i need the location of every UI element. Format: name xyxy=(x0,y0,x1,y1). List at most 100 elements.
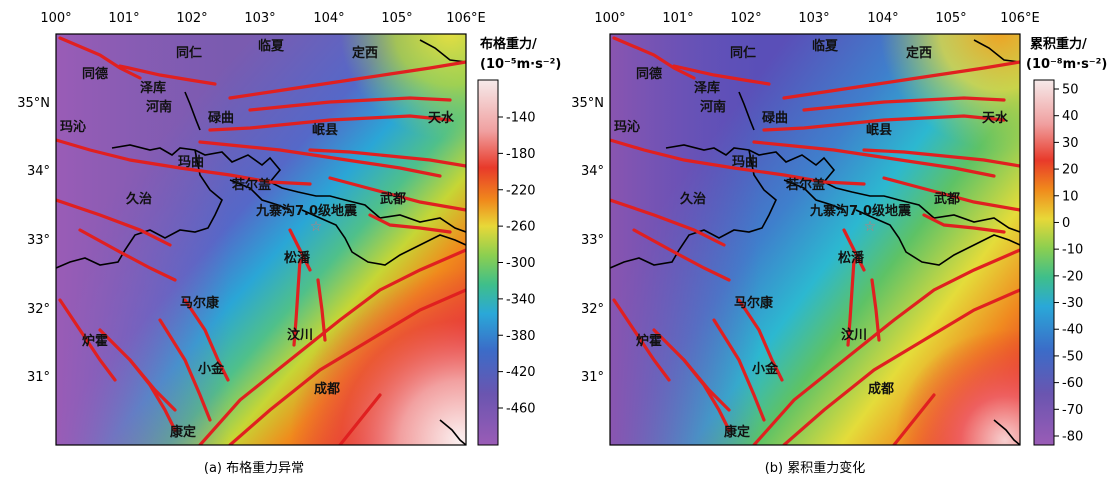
colorbar-b-unit: (10⁻⁸m·s⁻²) xyxy=(1026,57,1107,72)
provincial-borders-b xyxy=(610,39,1020,445)
place-label: 岷县 xyxy=(312,123,338,138)
colorbar-tick-label: -260 xyxy=(506,220,536,235)
faults-b xyxy=(610,36,1020,445)
lat-label: 34° xyxy=(581,164,604,179)
lon-label: 104° xyxy=(867,11,898,26)
place-label: 若尔盖 xyxy=(231,177,271,193)
place-labels-a: 同仁 临夏 定西 同德 泽库 河南 碌曲 岷县 天水 玛沁 玛曲 若尔盖 武都 … xyxy=(60,38,455,440)
place-labels-b: 同仁 临夏 定西 同德 泽库 河南 碌曲 岷县 天水 玛沁 玛曲 若尔盖 武都 … xyxy=(614,38,1009,440)
colorbar-tick-label: 50 xyxy=(1062,83,1079,98)
place-label: 松潘 xyxy=(838,250,865,266)
panel-a-map: ☆ xyxy=(56,34,466,445)
place-label: 同仁 xyxy=(176,45,202,61)
place-label: 岷县 xyxy=(866,123,892,138)
place-label: 九寨沟7.0级地震 xyxy=(255,203,358,219)
colorbar-a-ticks: -140 -180 -220 -260 -300 -340 -380 -420 -460 xyxy=(498,111,536,417)
panel-b-caption: (b) 累积重力变化 xyxy=(765,460,866,476)
lon-label: 100° xyxy=(594,11,625,26)
colorbar-tick-label: 0 xyxy=(1062,216,1070,231)
colorbar-tick-label: 10 xyxy=(1062,189,1079,204)
place-label: 久治 xyxy=(126,191,152,207)
place-label: 康定 xyxy=(170,424,196,440)
place-label: 同仁 xyxy=(730,45,756,61)
lat-label: 35°N xyxy=(17,96,50,111)
place-label: 天水 xyxy=(428,110,455,126)
colorbar-tick-label: 30 xyxy=(1062,136,1079,151)
place-label: 炉霍 xyxy=(82,333,108,349)
place-label: 天水 xyxy=(982,110,1009,126)
place-label: 玛曲 xyxy=(732,154,758,170)
lon-label: 102° xyxy=(176,11,207,26)
lon-label: 104° xyxy=(313,11,344,26)
place-label: 碌曲 xyxy=(762,110,788,126)
place-label: 松潘 xyxy=(284,250,311,266)
place-label: 若尔盖 xyxy=(785,177,825,193)
colorbar-a-unit: (10⁻⁵m·s⁻²) xyxy=(480,57,561,72)
lat-label: 34° xyxy=(27,164,50,179)
lon-axis-a: 100° 101° 102° 103° 104° 105° 106°E xyxy=(40,11,485,26)
place-label: 小金 xyxy=(752,361,779,377)
place-label: 成都 xyxy=(868,381,894,397)
colorbar-tick-label: -60 xyxy=(1062,376,1083,391)
place-label: 同德 xyxy=(636,66,662,82)
place-label: 成都 xyxy=(314,381,340,397)
lon-label: 102° xyxy=(730,11,761,26)
epicenter-star-b: ☆ xyxy=(864,219,877,235)
lat-axis-a: 35°N 34° 33° 32° 31° xyxy=(17,96,50,385)
lat-label: 33° xyxy=(581,233,604,248)
colorbar-tick-label: -40 xyxy=(1062,323,1083,338)
place-label: 河南 xyxy=(700,99,726,115)
faults-a xyxy=(56,36,466,445)
lon-label: 105° xyxy=(935,11,966,26)
place-label: 小金 xyxy=(198,361,225,377)
colorbar-tick-label: 20 xyxy=(1062,163,1079,178)
place-label: 武都 xyxy=(380,191,406,207)
panel-a-frame xyxy=(55,33,467,446)
place-label: 定西 xyxy=(905,45,932,61)
place-label: 玛沁 xyxy=(60,119,86,135)
place-label: 玛曲 xyxy=(178,154,204,170)
place-label: 临夏 xyxy=(258,38,285,54)
panel-a: ☆ 同仁 临夏 定西 同德 泽库 河南 碌曲 岷县 天水 玛沁 玛曲 若尔盖 武… xyxy=(17,11,561,476)
lon-axis-b: 100° 101° 102° 103° 104° 105° 106°E xyxy=(594,11,1039,26)
colorbar-b-ticks: 50 40 30 20 10 0 -10 -20 -30 -40 -50 -60 -70 -80 xyxy=(1054,83,1083,445)
colorbar-tick-label: -50 xyxy=(1062,349,1083,364)
place-label: 临夏 xyxy=(812,38,839,54)
place-label: 马尔康 xyxy=(734,295,774,311)
colorbar-tick-label: -30 xyxy=(1062,296,1083,311)
place-label: 泽库 xyxy=(140,80,166,96)
colorbar-tick-label: -10 xyxy=(1062,243,1083,258)
lon-label: 105° xyxy=(381,11,412,26)
epicenter-star-a: ☆ xyxy=(310,219,323,235)
lon-label: 101° xyxy=(108,11,139,26)
lon-label: 100° xyxy=(40,11,71,26)
place-label: 久治 xyxy=(680,191,706,207)
lon-label: 106°E xyxy=(1000,11,1040,26)
colorbar-b: 累积重力/ (10⁻⁸m·s⁻²) 50 40 30 20 10 0 -10 -20 -30 -4… xyxy=(1026,36,1107,446)
place-label: 九寨沟7.0级地震 xyxy=(809,203,912,219)
provincial-borders-a xyxy=(56,39,466,445)
lon-label: 101° xyxy=(662,11,693,26)
place-label: 玛沁 xyxy=(614,119,640,135)
colorbar-a-bar xyxy=(477,79,499,446)
panel-a-caption: (a) 布格重力异常 xyxy=(204,460,304,476)
place-label: 河南 xyxy=(146,99,172,115)
place-label: 马尔康 xyxy=(180,295,220,311)
lat-label: 32° xyxy=(581,302,604,317)
place-label: 汶川 xyxy=(841,327,867,343)
colorbar-tick-label: -220 xyxy=(506,183,536,198)
colorbar-b-bar xyxy=(1033,79,1055,446)
colorbar-tick-label: 40 xyxy=(1062,109,1079,124)
colorbar-tick-label: -420 xyxy=(506,365,536,380)
lon-label: 103° xyxy=(244,11,275,26)
colorbar-tick-label: -180 xyxy=(506,147,536,162)
place-label: 同德 xyxy=(82,66,108,82)
lat-label: 33° xyxy=(27,233,50,248)
place-label: 武都 xyxy=(934,191,960,207)
colorbar-tick-label: -300 xyxy=(506,256,536,271)
lon-label: 103° xyxy=(798,11,829,26)
lat-label: 31° xyxy=(581,370,604,385)
colorbar-tick-label: -80 xyxy=(1062,430,1083,445)
lat-label: 31° xyxy=(27,370,50,385)
